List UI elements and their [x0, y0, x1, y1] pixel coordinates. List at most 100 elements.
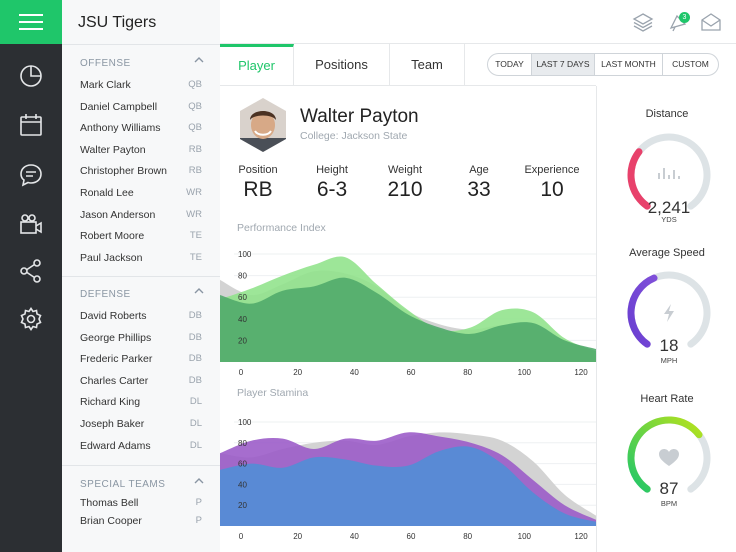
- section-header-offense[interactable]: OFFENSE: [80, 56, 204, 69]
- section-header-special[interactable]: SPECIAL TEAMS: [80, 477, 204, 490]
- heart-rate-gauge: [627, 416, 711, 493]
- chat-icon: [20, 164, 42, 187]
- player-list-name: Jason Anderson: [80, 208, 156, 221]
- player-list-item[interactable]: Christopher Brown RB: [80, 165, 202, 177]
- chevron-up-icon[interactable]: [194, 477, 204, 485]
- player-list-position: WR: [186, 187, 202, 198]
- player-list-item[interactable]: Joseph Baker DL: [80, 418, 202, 430]
- x-tick-label: 40: [350, 368, 359, 377]
- player-list-position: P: [195, 515, 202, 526]
- player-list-item[interactable]: Jason Anderson WR: [80, 209, 202, 221]
- layers-icon[interactable]: [632, 12, 654, 32]
- player-list-item[interactable]: Edward Adams DL: [80, 440, 202, 452]
- area-series-2: [220, 446, 596, 526]
- stat-label: Height: [316, 164, 348, 176]
- stat-value: 210: [387, 178, 423, 201]
- y-tick-label: 40: [238, 315, 247, 324]
- menu-button[interactable]: [0, 0, 62, 44]
- nav-messages[interactable]: [0, 155, 62, 195]
- tab-team[interactable]: Team: [390, 44, 465, 86]
- x-tick-label: 60: [407, 532, 416, 541]
- player-list-item[interactable]: David Roberts DB: [80, 310, 202, 322]
- nav-video[interactable]: [0, 204, 62, 244]
- calendar-icon: [20, 114, 42, 136]
- player-list-name: Frederic Parker: [80, 353, 153, 366]
- x-tick-label: 20: [293, 532, 302, 541]
- player-list-item[interactable]: Thomas Bell P: [80, 497, 202, 509]
- stat-experience: Experience 10: [518, 164, 586, 202]
- player-list-name: Richard King: [80, 396, 141, 409]
- player-list-item[interactable]: Robert Moore TE: [80, 230, 202, 242]
- player-list-position: TE: [189, 230, 202, 242]
- player-list-name: Thomas Bell: [80, 497, 139, 509]
- nav-dashboard[interactable]: [0, 56, 62, 96]
- player-avatar: [240, 98, 286, 152]
- range-today[interactable]: TODAY: [495, 59, 524, 69]
- y-tick-label: 60: [238, 460, 247, 469]
- notification-badge: 3: [679, 12, 690, 23]
- section-title: OFFENSE: [80, 58, 131, 69]
- x-tick-label: 120: [574, 368, 588, 377]
- range-last-month[interactable]: LAST MONTH: [595, 54, 663, 75]
- player-list-name: Brian Cooper: [80, 515, 142, 527]
- nav-share[interactable]: [0, 251, 62, 291]
- gauge-unit-distance: YDS: [661, 215, 677, 224]
- chevron-up-icon[interactable]: [194, 56, 204, 64]
- gauge-fill: [627, 148, 651, 210]
- player-list-item[interactable]: Anthony Williams QB: [80, 122, 202, 134]
- divider: [62, 44, 220, 45]
- player-list-position: DB: [188, 310, 202, 321]
- range-custom[interactable]: CUSTOM: [672, 59, 709, 69]
- menu-icon: [19, 14, 43, 30]
- range-last-7-days[interactable]: LAST 7 DAYS: [531, 54, 595, 75]
- stat-value: 6-3: [316, 178, 348, 201]
- stat-label: Age: [469, 164, 489, 176]
- divider: [62, 276, 220, 277]
- gauge-title-distance: Distance: [645, 108, 689, 120]
- pie-chart-icon: [20, 65, 42, 87]
- player-list-name: Anthony Williams: [80, 122, 161, 135]
- y-tick-label: 20: [238, 501, 247, 510]
- team-title: JSU Tigers: [78, 14, 157, 31]
- nav-settings[interactable]: [0, 299, 62, 339]
- player-list-position: RB: [188, 143, 202, 155]
- gauge-fill: [627, 416, 703, 493]
- player-list-item[interactable]: Richard King DL: [80, 396, 202, 408]
- player-list-name: David Roberts: [80, 310, 147, 322]
- area-series-2: [220, 277, 596, 362]
- player-list-item[interactable]: Walter Payton RB: [80, 144, 202, 156]
- tab-player[interactable]: Player: [220, 44, 294, 86]
- y-tick-label: 40: [238, 480, 247, 489]
- player-list-item[interactable]: Ronald Lee WR: [80, 187, 202, 199]
- x-tick-label: 80: [463, 532, 472, 541]
- roster-sidebar: JSU Tigers OFFENSE Mark Clark QB Daniel Ca…: [62, 0, 220, 552]
- chevron-up-icon[interactable]: [194, 287, 204, 295]
- player-list-item[interactable]: Mark Clark QB: [80, 79, 202, 91]
- stat-value: RB: [243, 178, 273, 201]
- player-list-item[interactable]: Frederic Parker DB: [80, 353, 202, 365]
- player-list-position: DB: [188, 331, 202, 343]
- nav-calendar[interactable]: [0, 105, 62, 145]
- heart-icon: [659, 449, 679, 466]
- player-list-position: RB: [188, 165, 202, 177]
- x-tick-label: 100: [518, 532, 532, 541]
- player-list-item[interactable]: Daniel Campbell QB: [80, 101, 202, 113]
- stat-value: 10: [540, 178, 564, 201]
- section-header-defense[interactable]: DEFENSE: [80, 287, 204, 300]
- player-list-name: Joseph Baker: [80, 418, 145, 430]
- player-list-position: TE: [189, 251, 202, 263]
- player-list-item[interactable]: Paul Jackson TE: [80, 252, 202, 264]
- player-list-name: Walter Payton: [80, 143, 146, 156]
- player-list-position: DL: [189, 418, 202, 429]
- player-list-item[interactable]: Brian Cooper P: [80, 515, 202, 527]
- gauge-value-distance: 2,241: [647, 198, 691, 217]
- mail-icon[interactable]: [700, 12, 722, 32]
- gauge-value-speed: 18: [659, 336, 679, 355]
- section-title: SPECIAL TEAMS: [80, 479, 166, 490]
- player-list-name: Daniel Campbell: [80, 100, 158, 113]
- x-tick-label: 60: [407, 368, 416, 377]
- top-bar: [220, 0, 736, 44]
- tab-positions[interactable]: Positions: [294, 44, 390, 86]
- player-list-item[interactable]: Charles Carter DB: [80, 375, 202, 387]
- player-list-item[interactable]: George Phillips DB: [80, 332, 202, 344]
